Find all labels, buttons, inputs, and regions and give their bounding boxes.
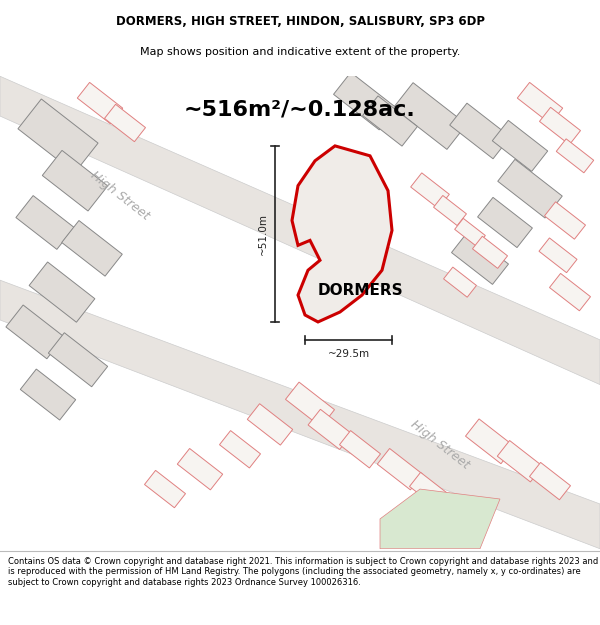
Bar [42,151,108,211]
Polygon shape [380,489,500,549]
Bar [177,449,223,490]
Bar [145,471,185,508]
Bar [308,409,352,449]
Bar [434,196,466,226]
Bar [517,82,563,124]
Bar [77,82,123,124]
Text: ~29.5m: ~29.5m [328,349,370,359]
Text: Map shows position and indicative extent of the property.: Map shows position and indicative extent… [140,48,460,58]
Bar [498,159,562,218]
Text: DORMERS: DORMERS [317,282,403,298]
Bar [20,369,76,420]
Text: ~516m²/~0.128ac.: ~516m²/~0.128ac. [184,99,416,119]
Bar [340,431,380,468]
Text: High Street: High Street [408,418,472,471]
Bar [409,472,451,510]
Bar [286,382,335,427]
Text: DORMERS, HIGH STREET, HINDON, SALISBURY, SP3 6DP: DORMERS, HIGH STREET, HINDON, SALISBURY,… [115,15,485,28]
Bar [529,462,571,500]
Bar [18,99,98,173]
Bar [377,449,423,490]
Bar [466,419,515,464]
Bar [29,262,95,322]
Bar [556,139,594,173]
Bar [62,221,122,276]
Bar [334,72,397,130]
Text: Contains OS data © Crown copyright and database right 2021. This information is : Contains OS data © Crown copyright and d… [8,557,598,587]
Text: High Street: High Street [88,169,152,222]
Bar [497,441,543,482]
Bar [6,305,64,359]
Bar [452,232,508,284]
Bar [539,238,577,272]
Bar [220,431,260,468]
Bar [478,198,532,248]
Bar [550,273,590,311]
Polygon shape [292,146,392,322]
Bar [539,107,581,144]
Bar [450,103,510,159]
Bar [394,82,467,149]
Bar [247,404,293,445]
Bar [16,196,74,249]
Bar [492,121,548,171]
Text: ~51.0m: ~51.0m [258,213,268,255]
Bar [472,236,508,268]
Bar [410,173,449,208]
Bar [544,202,586,239]
Bar [362,96,418,146]
Polygon shape [0,76,600,384]
Bar [443,267,476,298]
Polygon shape [0,280,600,549]
Bar [49,332,107,387]
Bar [104,104,146,142]
Bar [455,218,485,246]
